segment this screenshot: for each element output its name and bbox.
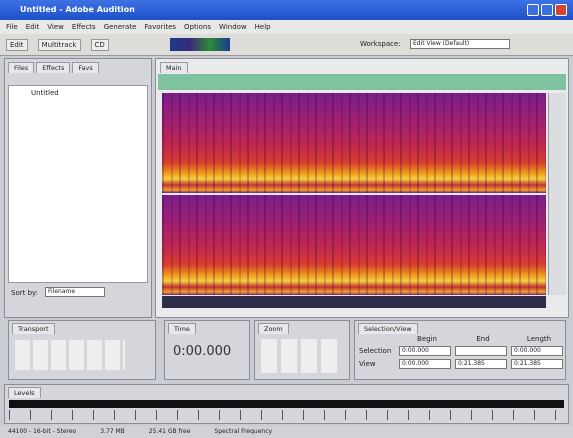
spectrogram-left	[162, 93, 546, 193]
main-tab[interactable]: Main	[160, 62, 188, 73]
view-buttons[interactable]	[170, 38, 230, 51]
mode-button[interactable]: Multitrack	[37, 39, 81, 51]
menu-item[interactable]: Effects	[71, 23, 96, 31]
zoom-panel: Zoom	[254, 320, 350, 380]
transport-tab[interactable]: Transport	[12, 323, 55, 334]
sort-label: Sort by:	[11, 289, 39, 297]
selection-row: View 0:00.000 0:21.385 0:21.385	[359, 359, 567, 369]
status-bar: 44100 - 16-bit - Stereo 3.77 MB 25.41 GB f…	[0, 426, 573, 438]
menu-item[interactable]: Generate	[103, 23, 137, 31]
close-button[interactable]	[555, 4, 567, 16]
time-field[interactable]: 0:00.000	[399, 346, 451, 356]
menu-item[interactable]: File	[6, 23, 18, 31]
mode-button[interactable]: Edit	[6, 39, 28, 51]
time-panel: Time 0:00.000	[164, 320, 250, 380]
time-tab[interactable]: Time	[168, 323, 196, 334]
main-panel: Main	[155, 58, 569, 318]
sort-select[interactable]: Filename	[45, 287, 105, 297]
time-display: 0:00.000	[173, 344, 232, 359]
time-field[interactable]	[455, 346, 507, 356]
menu-item[interactable]: Favorites	[144, 23, 177, 31]
overview-bar	[158, 74, 566, 90]
time-field[interactable]: 0:00.000	[511, 346, 563, 356]
selection-header: Begin End Length	[359, 335, 567, 343]
title-bar: Untitled - Adobe Audition	[0, 0, 573, 20]
spectrogram-right	[162, 195, 546, 295]
transport-buttons[interactable]	[15, 340, 125, 370]
levels-tab[interactable]: Levels	[8, 387, 41, 398]
time-field[interactable]: 0:00.000	[399, 359, 451, 369]
row-label: Selection	[359, 347, 392, 355]
status-item: 3.77 MB	[100, 428, 125, 435]
files-panel: Files Effects Favs Untitled Sort by: Filen…	[4, 58, 152, 318]
file-item[interactable]: Untitled	[31, 89, 59, 97]
status-item: 25.41 GB free	[148, 428, 191, 435]
menu-bar: File Edit View Effects Generate Favorites Opti…	[0, 20, 573, 34]
levels-panel: Levels	[4, 384, 569, 424]
window-title: Untitled - Adobe Audition	[20, 5, 135, 14]
selection-tab[interactable]: Selection/View	[358, 323, 418, 334]
minimize-button[interactable]	[527, 4, 539, 16]
selection-panel: Selection/View Begin End Length Selection 0:…	[354, 320, 566, 380]
mode-button[interactable]: CD	[90, 39, 109, 51]
zoom-buttons[interactable]	[261, 339, 341, 373]
meter-scale	[9, 410, 564, 420]
menu-item[interactable]: View	[47, 23, 64, 31]
time-ruler	[162, 296, 546, 308]
time-field[interactable]: 0:21.385	[455, 359, 507, 369]
status-item: Spectral Frequency	[214, 428, 273, 435]
menu-item[interactable]: Window	[219, 23, 247, 31]
menu-item[interactable]: Options	[184, 23, 212, 31]
row-label: View	[359, 360, 376, 368]
file-list: Untitled	[8, 85, 148, 283]
column-header: Begin	[417, 335, 437, 343]
workspace-select[interactable]: Edit View (Default)	[410, 39, 510, 49]
level-meter	[9, 400, 564, 408]
selection-row: Selection 0:00.000 0:00.000	[359, 346, 567, 356]
menu-item[interactable]: Edit	[25, 23, 40, 31]
time-field[interactable]: 0:21.385	[511, 359, 563, 369]
menu-item[interactable]: Help	[254, 23, 271, 31]
frequency-ruler	[548, 93, 566, 295]
maximize-button[interactable]	[541, 4, 553, 16]
column-header: End	[476, 335, 490, 343]
transport-panel: Transport	[8, 320, 156, 380]
status-item: 44100 - 16-bit - Stereo	[8, 428, 77, 435]
workspace-label: Workspace:	[360, 40, 401, 48]
panel-tab[interactable]: Effects	[36, 62, 71, 73]
panel-tab[interactable]: Files	[8, 62, 35, 73]
zoom-tab[interactable]: Zoom	[258, 323, 289, 334]
toolbar: Edit Multitrack CD Workspace: Edit View (D…	[0, 34, 573, 56]
column-header: Length	[526, 335, 552, 343]
panel-tab[interactable]: Favs	[72, 62, 99, 73]
